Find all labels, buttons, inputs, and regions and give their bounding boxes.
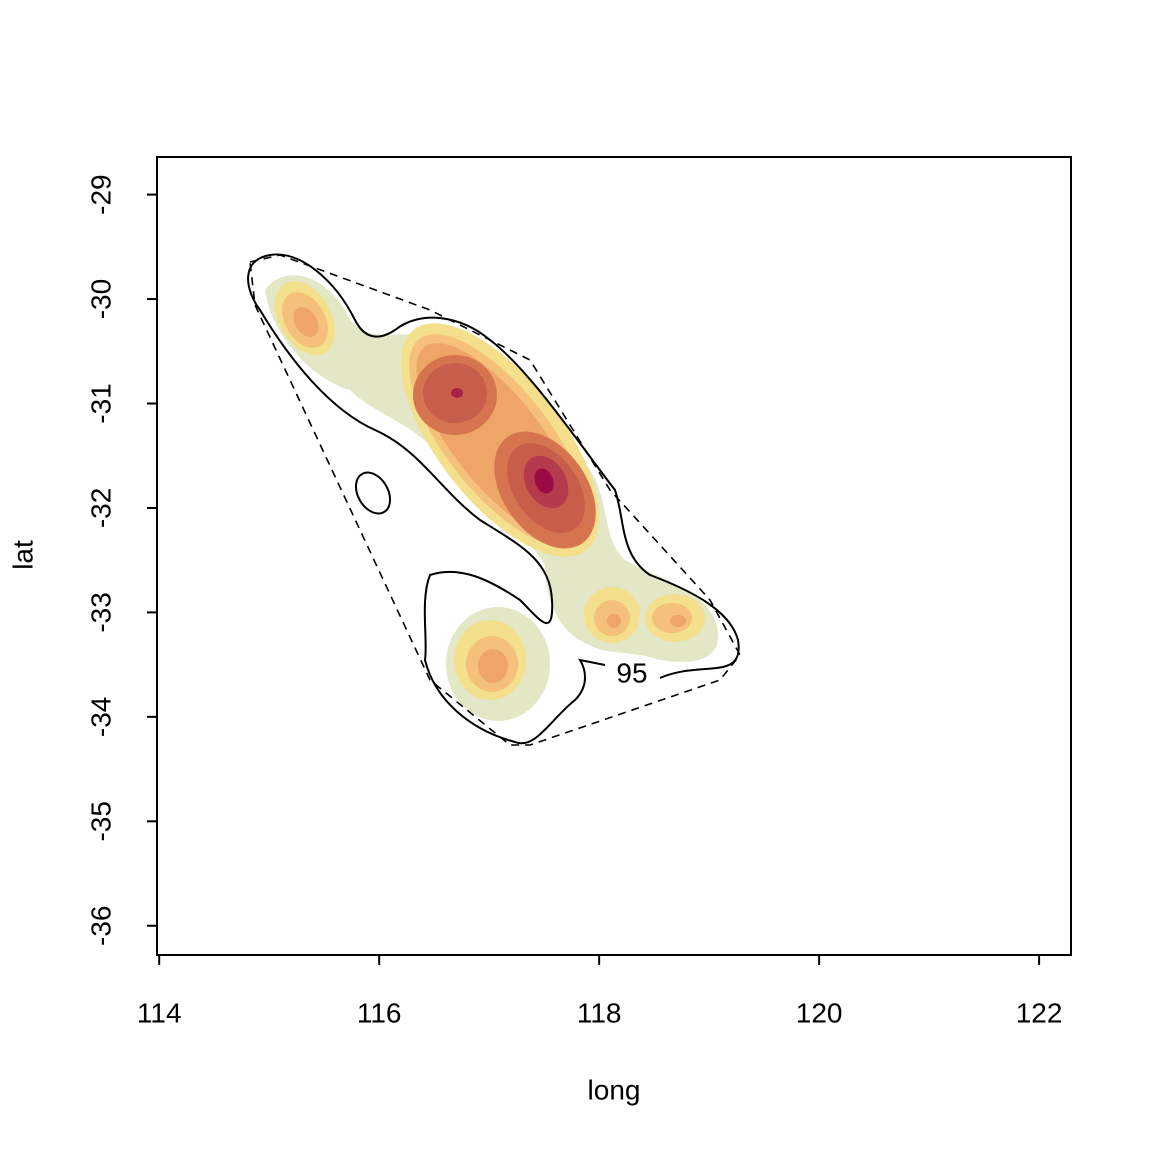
x-axis-title: long: [588, 1074, 641, 1105]
contour-label: 95: [616, 657, 647, 688]
x-tick-label: 118: [577, 997, 622, 1028]
y-tick-label: -34: [85, 697, 116, 737]
x-tick-label: 120: [796, 997, 843, 1028]
y-tick-label: -29: [85, 174, 116, 214]
x-tick-label: 114: [137, 997, 182, 1028]
y-tick-label: -30: [85, 279, 116, 319]
convex-hull: [249, 254, 741, 746]
y-tick-label: -33: [85, 592, 116, 632]
contour-line: [354, 471, 392, 515]
y-tick-label: -35: [85, 801, 116, 841]
x-tick-label: 122: [1016, 997, 1063, 1028]
y-tick-label: -36: [85, 906, 116, 946]
y-tick-label: -31: [85, 383, 116, 423]
x-tick-label: 116: [357, 997, 402, 1028]
contour-line: [247, 253, 740, 745]
y-axis-title: lat: [7, 540, 38, 570]
density-fill: [265, 275, 719, 721]
y-tick-label: -32: [85, 488, 116, 528]
